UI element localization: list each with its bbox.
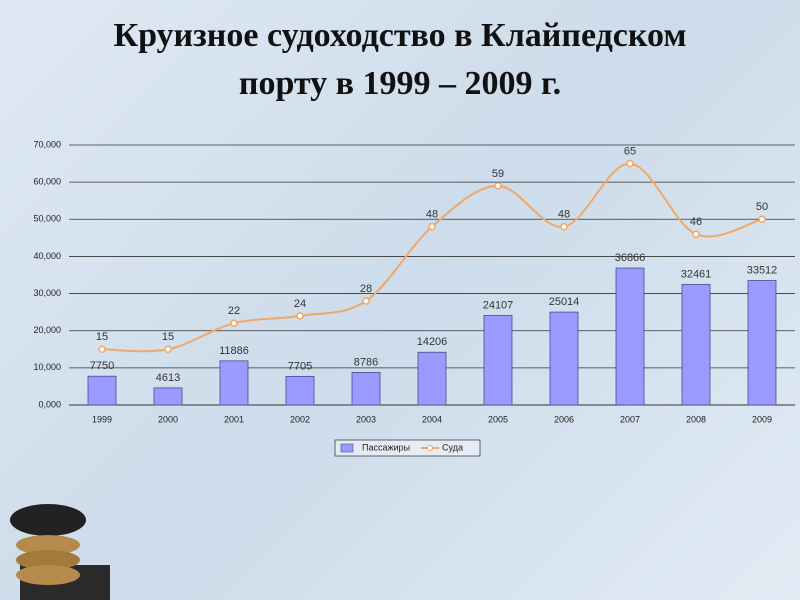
line-marker — [296, 312, 304, 320]
y-tick-label: 30,000 — [33, 288, 61, 298]
line-marker — [230, 319, 238, 328]
bar — [153, 387, 183, 406]
bar-value-label: 24107 — [483, 299, 514, 311]
x-tick-label: 2001 — [224, 414, 244, 424]
line-value-label: 15 — [162, 331, 174, 343]
x-tick-label: 1999 — [92, 414, 112, 424]
x-tick-label: 2002 — [290, 414, 310, 424]
bar — [417, 351, 447, 406]
bar — [681, 284, 711, 406]
bar-value-label: 4613 — [156, 372, 180, 384]
bar — [87, 375, 117, 406]
bar-value-label: 7705 — [288, 360, 312, 372]
bar — [549, 311, 579, 406]
legend-swatch — [340, 443, 354, 453]
bar — [615, 267, 645, 406]
line-marker — [98, 345, 106, 354]
y-tick-label: 20,000 — [33, 325, 61, 335]
line-marker — [362, 297, 370, 305]
bollard-icon — [10, 504, 110, 600]
y-tick-label: 0,000 — [38, 399, 61, 409]
bar — [219, 360, 249, 406]
x-tick-label: 2006 — [554, 414, 574, 424]
line-value-label: 22 — [228, 305, 240, 317]
y-tick-label: 60,000 — [33, 177, 61, 187]
legend-label: Суда — [442, 442, 463, 452]
line — [101, 162, 763, 353]
x-tick-label: 2007 — [620, 414, 640, 424]
bar-value-label: 32461 — [681, 268, 712, 280]
bar — [351, 371, 381, 406]
line-marker — [164, 345, 172, 354]
line-value-label: 28 — [360, 283, 372, 295]
x-tick-label: 2003 — [356, 414, 376, 424]
bar-value-label: 7750 — [90, 360, 114, 372]
bar — [747, 280, 777, 406]
legend-label: Пассажиры — [362, 442, 410, 452]
bar — [483, 315, 513, 406]
bar-value-label: 8786 — [354, 356, 378, 368]
legend-box — [334, 439, 481, 457]
x-tick-label: 2004 — [422, 414, 442, 424]
bar-value-label: 14206 — [417, 336, 448, 348]
bar-value-label: 11886 — [219, 345, 249, 357]
line-marker — [560, 222, 568, 231]
line-value-label: 59 — [492, 168, 504, 180]
line-value-label: 48 — [426, 209, 438, 221]
line-marker — [494, 182, 502, 190]
y-tick-label: 70,000 — [33, 139, 61, 149]
line-marker — [626, 159, 634, 168]
bar-value-label: 25014 — [549, 296, 580, 308]
bar — [285, 375, 315, 406]
line-value-label: 15 — [96, 331, 108, 343]
y-tick-label: 50,000 — [33, 214, 61, 224]
line-value-label: 48 — [558, 209, 570, 221]
line-marker — [692, 230, 700, 238]
line-marker — [428, 222, 436, 231]
y-tick-label: 10,000 — [33, 362, 61, 372]
title-line: порту в 1999 – 2009 г. — [239, 65, 561, 102]
bar-value-label: 36866 — [615, 252, 646, 264]
x-tick-label: 2008 — [686, 414, 706, 424]
x-tick-label: 2005 — [488, 414, 508, 424]
legend-swatch — [427, 445, 433, 451]
y-tick-label: 40,000 — [33, 251, 61, 261]
bar-value-label: 33512 — [747, 264, 778, 276]
x-tick-label: 2009 — [752, 414, 772, 424]
line-marker — [758, 215, 766, 224]
line-value-label: 46 — [690, 216, 702, 228]
x-tick-label: 2000 — [158, 414, 178, 424]
line-value-label: 24 — [294, 298, 306, 310]
line-value-label: 50 — [756, 201, 768, 213]
line-value-label: 65 — [624, 145, 636, 157]
title-line: Круизное судоходство в Клайпедском — [113, 17, 686, 54]
